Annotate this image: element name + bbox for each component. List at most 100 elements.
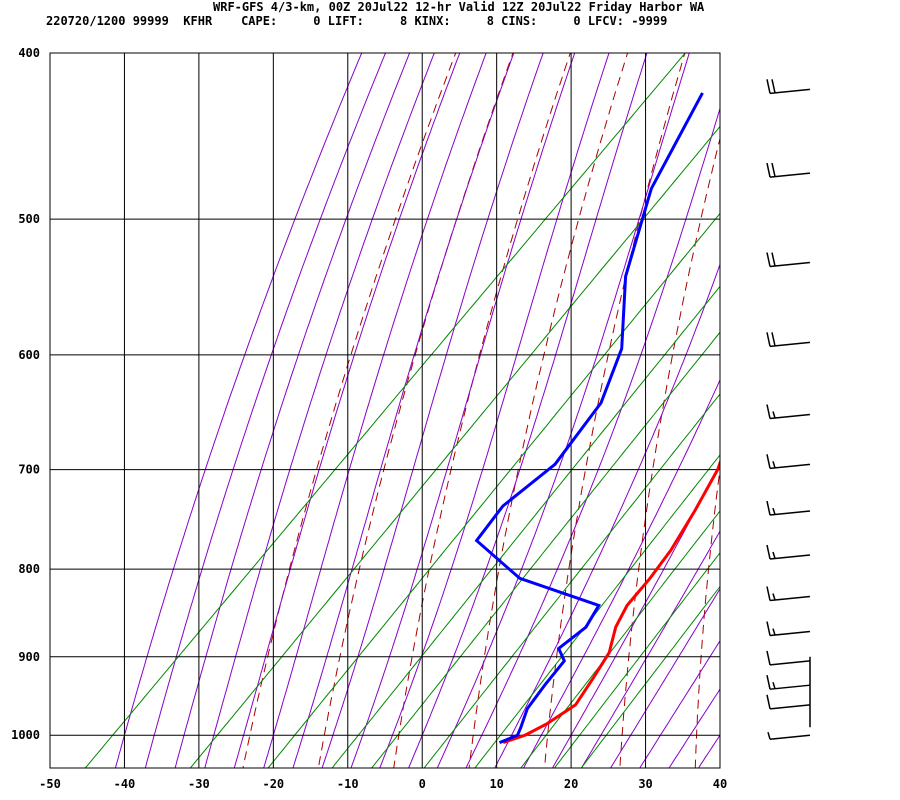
plot-frame [49, 52, 721, 769]
wind-barb [766, 675, 811, 690]
wind-barb [766, 454, 811, 470]
wind-barb [766, 694, 811, 710]
x-tick-label: -20 [262, 777, 284, 791]
dry-adiabat-line [694, 465, 720, 768]
wind-barb-halfflag [772, 551, 776, 559]
y-tick-label: 1000 [11, 728, 40, 742]
x-tick-labels: -50 -40 -30 -20 -10 0 10 20 30 40 [39, 777, 727, 791]
mixing-ratio-line [189, 125, 720, 768]
x-tick-label: 40 [713, 777, 727, 791]
dry-adiabat-line [242, 53, 457, 768]
moist-adiabat-line [114, 53, 363, 768]
x-tick-label: -50 [39, 777, 61, 791]
moist-adiabat-line [494, 262, 720, 768]
moist-adiabat-line [204, 53, 435, 768]
wind-barb-flag [766, 404, 771, 419]
y-tick-labels: 400 500 600 700 800 900 1000 [11, 46, 40, 742]
station-indices-line: 220720/1200 99999 KFHR CAPE: 0 LIFT: 8 K… [46, 14, 668, 28]
wind-barb [766, 332, 811, 348]
moist-adiabat-line [610, 588, 720, 768]
y-tick-label: 400 [18, 46, 40, 60]
wind-barb-staff [769, 734, 811, 740]
dry-adiabat-line [543, 53, 686, 768]
wind-barb-flag [766, 332, 771, 347]
wind-barb-staff [769, 341, 811, 348]
wind-barb-staff [769, 172, 811, 178]
wind-barb [766, 162, 811, 178]
temperature-profile-line [502, 458, 720, 745]
wind-barb-flag [771, 332, 776, 347]
moist-adiabat-line [174, 53, 411, 768]
moist-adiabat-line [639, 639, 720, 768]
dry-adiabat-line [393, 53, 571, 768]
wind-barb-staff [769, 630, 811, 637]
dry-adiabat-line [771, 34, 862, 772]
moist-adiabat-line [523, 378, 720, 768]
moist-adiabat-line [292, 53, 515, 768]
wind-barb-flag [766, 79, 771, 94]
mixing-ratio-line [520, 510, 720, 768]
mixing-ratio-line [371, 331, 720, 768]
wind-barb-flag [766, 252, 771, 267]
dry-adiabat-line [845, 34, 900, 772]
moist-adiabat-line [580, 530, 720, 768]
wind-barb [766, 586, 811, 602]
wind-barb-flag [766, 650, 771, 666]
wind-barb [766, 404, 811, 420]
x-tick-label: 30 [638, 777, 652, 791]
wind-barb-flag [766, 675, 771, 690]
wind-barb-flag [766, 586, 771, 601]
dry-adiabat-line [619, 136, 720, 768]
wind-barb [766, 650, 811, 666]
moist-adiabat-line [668, 688, 720, 768]
wind-barb [767, 732, 811, 740]
y-tick-label: 600 [18, 348, 40, 362]
y-tick-label: 900 [18, 650, 40, 664]
mixing-ratio-line [474, 454, 720, 768]
wind-barb [766, 621, 811, 637]
mixing-ratio-line [84, 53, 686, 768]
mixing-ratio-line [553, 551, 720, 768]
wind-barb-flag [771, 79, 776, 93]
moist-adiabat-line [263, 53, 487, 768]
wind-barb-flag [771, 252, 776, 267]
x-tick-label: 20 [564, 777, 578, 791]
wind-barb-staff [769, 463, 811, 470]
wind-barb-flag [766, 544, 771, 560]
wind-barb-staff [769, 554, 811, 560]
mixing-ratio-line [580, 585, 720, 768]
moist-adiabat-line [144, 53, 387, 768]
wind-barb-halfflag [772, 593, 776, 601]
wind-barb-staff [769, 704, 811, 710]
wind-barb-halfflag [772, 411, 776, 419]
wind-barb-staff [769, 660, 811, 666]
y-tick-label: 500 [18, 212, 40, 226]
wind-barb-flag [771, 162, 776, 177]
thermo-background-lines [84, 34, 900, 772]
wind-barb-flag [766, 454, 771, 469]
wind-barb-staff [769, 684, 811, 690]
mixing-ratio-line [331, 285, 720, 768]
x-tick-label: 0 [419, 777, 426, 791]
wind-barb [766, 79, 811, 95]
profiles [474, 92, 720, 745]
chart-title: WRF-GFS 4/3-km, 00Z 20Jul22 12-hr Valid … [213, 0, 705, 14]
x-tick-label: -10 [337, 777, 359, 791]
wind-barb-flag [766, 621, 771, 636]
dry-adiabat-line [468, 53, 629, 768]
mixing-ratio-line [423, 393, 720, 768]
wind-barb-staff [769, 510, 811, 516]
wind-barb-staff [769, 261, 811, 268]
wind-barb-staff [769, 413, 811, 420]
wind-barb-halfflag [772, 681, 776, 689]
dewpoint-profile-line [474, 92, 704, 744]
y-tick-label: 800 [18, 562, 40, 576]
moist-adiabat-line [408, 53, 648, 768]
x-tick-label: -40 [114, 777, 136, 791]
wind-barb-flag [766, 500, 771, 516]
y-tick-label: 700 [18, 463, 40, 477]
x-tick-label: 10 [489, 777, 503, 791]
x-tick-label: -30 [188, 777, 210, 791]
wind-barb-halfflag [772, 461, 776, 469]
